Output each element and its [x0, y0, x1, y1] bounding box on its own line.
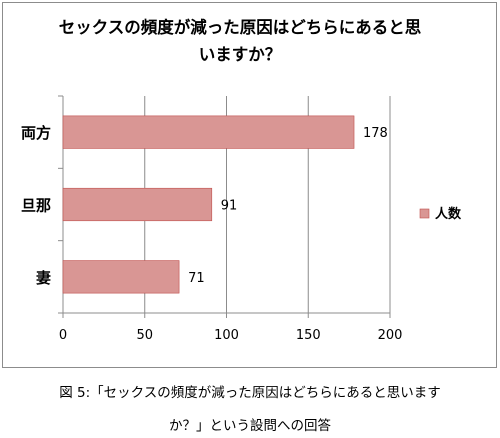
x-tick-label-50: 50 [136, 328, 153, 343]
bar-2 [62, 260, 180, 294]
figure-caption-line-1: 図 5:「セックスの頻度が減った原因はどちらにあると思います [59, 385, 441, 401]
x-tick-label-0: 0 [59, 328, 67, 343]
x-tick-label-150: 150 [296, 328, 321, 343]
category-label-0: 両方 [21, 124, 51, 142]
category-label-2: 妻 [36, 269, 51, 287]
data-label-1: 91 [221, 199, 238, 214]
category-label-1: 旦那 [21, 197, 51, 215]
chart-title-line-2: いますか？ [198, 45, 282, 64]
x-tick-label-200: 200 [378, 328, 403, 343]
legend-swatch [419, 208, 430, 219]
bar-1 [62, 187, 213, 222]
legend: 人数 [419, 206, 462, 222]
data-label-0: 178 [363, 126, 388, 141]
data-labels: 178 91 71 [188, 126, 388, 286]
chart-frame [2, 2, 497, 368]
figure-caption-line-2: か？」という設問への回答 [169, 418, 331, 434]
legend-label: 人数 [435, 206, 462, 222]
chart-title: セックスの頻度が減った原因はどちらにあると思 いますか？ [40, 14, 440, 68]
tick-labels: 0 50 100 150 200 [59, 328, 403, 343]
bars [62, 115, 355, 294]
data-label-2: 71 [188, 271, 205, 286]
x-tick-label-100: 100 [214, 328, 239, 343]
bar-0 [62, 115, 355, 149]
chart-title-line-1: セックスの頻度が減った原因はどちらにあると思 [58, 18, 422, 37]
